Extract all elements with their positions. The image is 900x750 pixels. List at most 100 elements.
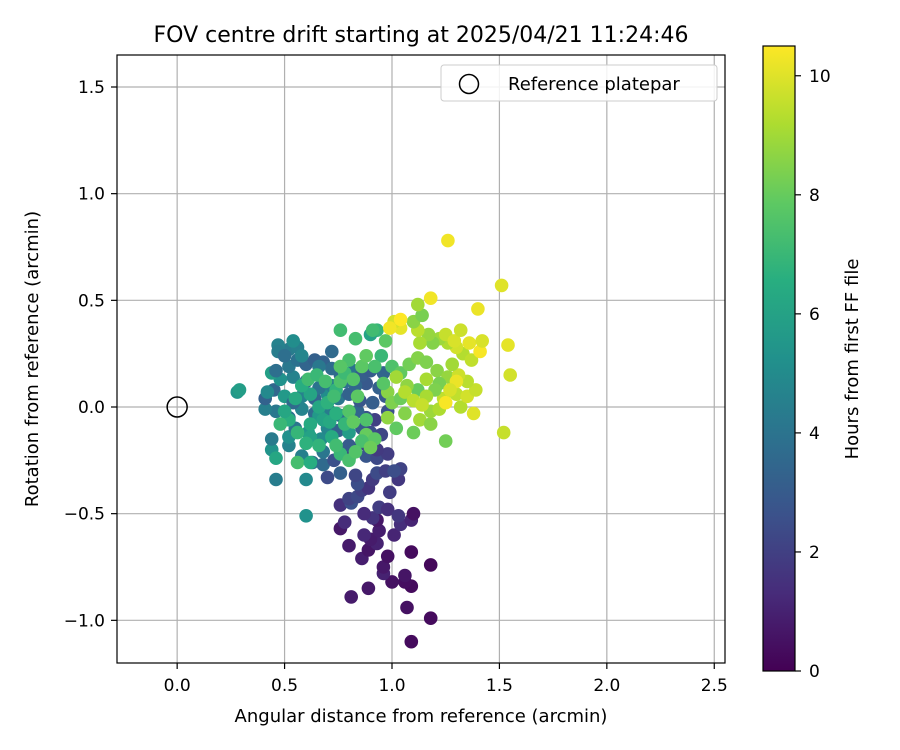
colorbar-label: Hours from first FF file — [842, 259, 863, 460]
data-point — [445, 357, 460, 372]
data-point — [389, 421, 404, 436]
data-point — [346, 372, 361, 387]
colorbar-tick-label: 10 — [809, 67, 831, 87]
data-point — [389, 370, 404, 384]
data-point — [406, 506, 421, 521]
reference-layer — [166, 396, 188, 418]
data-point — [503, 368, 517, 382]
y-tick-label: 0.5 — [78, 291, 105, 311]
data-point — [419, 355, 434, 370]
data-point — [290, 455, 305, 470]
data-point — [327, 389, 341, 404]
data-point — [342, 404, 356, 419]
y-tick-label: 0.0 — [78, 398, 105, 418]
data-point — [471, 302, 485, 316]
data-point — [303, 387, 318, 402]
y-axis-label: Rotation from reference (arcmin) — [22, 211, 43, 507]
data-point — [348, 468, 363, 483]
data-point — [376, 560, 391, 574]
data-point — [419, 372, 434, 387]
data-point — [411, 297, 425, 312]
data-point — [473, 344, 487, 359]
data-point — [363, 440, 378, 455]
legend: Reference platepar — [440, 64, 718, 102]
data-point — [286, 334, 301, 348]
data-point — [269, 472, 283, 487]
data-point — [421, 327, 436, 342]
data-point — [398, 568, 412, 583]
data-point — [441, 233, 455, 248]
legend-box — [440, 64, 718, 102]
data-point — [342, 538, 356, 553]
data-point — [372, 523, 386, 538]
chart-title: FOV centre drift starting at 2025/04/21 … — [154, 23, 689, 48]
data-point — [312, 438, 326, 453]
data-point — [464, 353, 479, 367]
data-point — [413, 336, 427, 350]
plot-frame — [116, 54, 726, 664]
data-point — [350, 389, 365, 404]
data-points — [230, 233, 517, 649]
y-tick-label: −1.0 — [64, 611, 105, 631]
y-tick-label: 1.5 — [78, 78, 105, 98]
data-point — [380, 410, 395, 425]
data-point — [355, 359, 369, 374]
data-point — [466, 406, 481, 421]
x-axis-label: Angular distance from reference (arcmin) — [235, 706, 608, 727]
data-point — [320, 470, 335, 485]
x-tick-label: 0.5 — [271, 676, 298, 696]
data-point — [232, 383, 247, 397]
data-point — [423, 611, 438, 625]
data-point — [453, 323, 468, 338]
data-point — [368, 359, 382, 374]
data-point — [501, 338, 515, 352]
data-point — [376, 376, 391, 391]
data-point — [299, 509, 313, 523]
data-point — [398, 406, 412, 421]
data-point — [333, 323, 348, 338]
x-tick-label: 1.5 — [486, 676, 513, 696]
data-point — [288, 391, 303, 406]
data-point — [316, 457, 331, 472]
x-tick-label: 2.0 — [593, 676, 620, 696]
data-point — [430, 363, 444, 378]
data-point — [380, 549, 395, 564]
data-point — [318, 374, 333, 389]
data-point — [475, 334, 490, 348]
data-point — [494, 278, 509, 293]
data-point — [438, 434, 453, 448]
data-point — [325, 344, 339, 359]
data-point — [443, 383, 457, 397]
data-point — [269, 451, 283, 466]
data-point — [415, 308, 429, 323]
x-tick-label: 1.0 — [378, 676, 405, 696]
data-point — [329, 438, 343, 453]
data-point — [387, 528, 401, 542]
data-point — [393, 312, 408, 327]
data-point — [337, 515, 352, 529]
data-point — [299, 436, 313, 451]
data-point — [258, 402, 273, 416]
data-point — [344, 590, 359, 604]
data-point — [299, 472, 313, 487]
data-point — [303, 455, 318, 470]
data-point — [348, 445, 363, 459]
data-point — [290, 425, 305, 440]
data-point — [387, 464, 401, 478]
data-point — [496, 425, 511, 440]
data-point — [295, 349, 309, 363]
legend-entry-label: Reference platepar — [508, 74, 680, 95]
data-point — [469, 383, 483, 397]
data-point — [462, 336, 477, 350]
data-point — [404, 634, 419, 649]
colorbar-tick-label: 4 — [809, 424, 820, 444]
data-point — [374, 349, 389, 363]
data-point — [348, 331, 363, 346]
data-point — [303, 417, 318, 431]
data-point — [357, 506, 371, 521]
x-tick-label: 0.0 — [164, 676, 191, 696]
data-point — [365, 395, 380, 410]
data-point — [415, 398, 429, 412]
data-point — [359, 349, 374, 363]
